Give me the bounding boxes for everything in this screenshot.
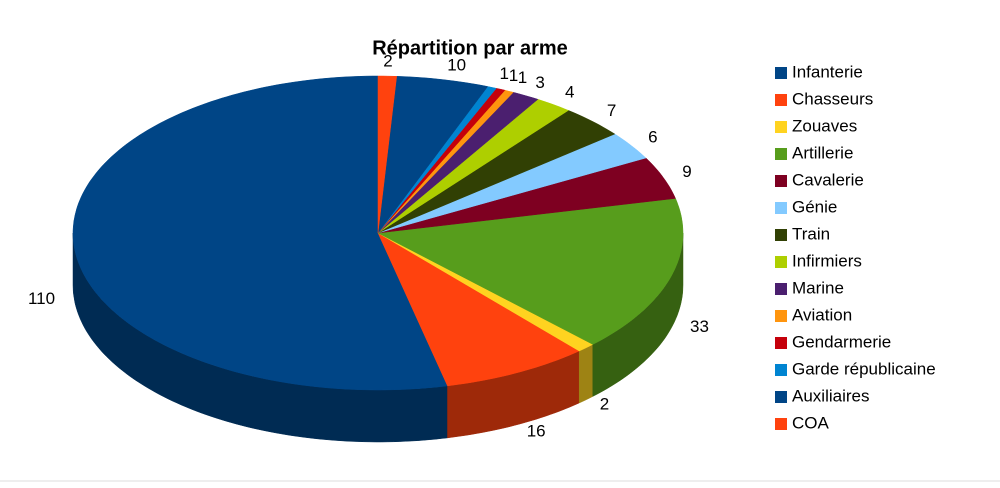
legend-swatch <box>775 256 787 268</box>
legend-label: Train <box>792 224 830 243</box>
data-label: 1 <box>500 64 509 83</box>
legend-swatch <box>775 175 787 187</box>
slice <box>377 99 569 234</box>
data-label: 2 <box>600 394 609 413</box>
legend-label: Génie <box>792 197 837 216</box>
data-label: 9 <box>682 162 691 181</box>
slice <box>377 75 397 234</box>
legend: Infanterie Chasseurs Zouaves Artillerie Cava… <box>775 62 936 432</box>
slice <box>377 232 580 387</box>
legend-label: Zouaves <box>792 116 857 135</box>
pie-tops <box>72 75 684 391</box>
data-label: 7 <box>607 101 616 120</box>
data-label: 10 <box>447 55 466 74</box>
legend-swatch <box>775 202 787 214</box>
legend-label: Gendarmerie <box>792 332 891 351</box>
data-label: 1 <box>509 66 518 85</box>
legend-label: Garde républicaine <box>792 359 936 378</box>
slice <box>377 76 489 234</box>
legend-swatch <box>775 337 787 349</box>
slice <box>377 198 684 345</box>
legend-label: Artillerie <box>792 143 853 162</box>
legend-swatch <box>775 418 787 430</box>
legend-swatch <box>775 391 787 403</box>
legend-label: Infirmiers <box>792 251 862 270</box>
slice <box>377 133 647 234</box>
chart-title: Répartition par arme <box>372 37 568 59</box>
legend-label: COA <box>792 413 830 432</box>
data-label: 6 <box>648 127 657 146</box>
legend-label: Infanterie <box>792 62 863 81</box>
legend-label: Aviation <box>792 305 852 324</box>
slice <box>377 110 616 234</box>
legend-swatch <box>775 67 787 79</box>
slice <box>72 75 448 391</box>
slice <box>377 92 539 234</box>
legend-swatch <box>775 121 787 133</box>
data-label: 1 <box>518 68 527 87</box>
legend-swatch <box>775 94 787 106</box>
legend-swatch <box>775 364 787 376</box>
slice-side <box>578 343 594 404</box>
legend-swatch <box>775 310 787 322</box>
data-label: 4 <box>565 83 574 102</box>
data-label: 3 <box>535 73 544 92</box>
data-label: 2 <box>383 52 392 71</box>
data-label: 110 <box>28 289 55 308</box>
legend-swatch <box>775 148 787 160</box>
slice <box>377 157 676 234</box>
legend-swatch <box>775 283 787 295</box>
data-label: 33 <box>690 317 709 336</box>
legend-label: Cavalerie <box>792 170 864 189</box>
legend-label: Auxiliaires <box>792 386 869 405</box>
legend-swatch <box>775 229 787 241</box>
legend-label: Marine <box>792 278 844 297</box>
data-label: 16 <box>527 421 546 440</box>
legend-label: Chasseurs <box>792 89 873 108</box>
